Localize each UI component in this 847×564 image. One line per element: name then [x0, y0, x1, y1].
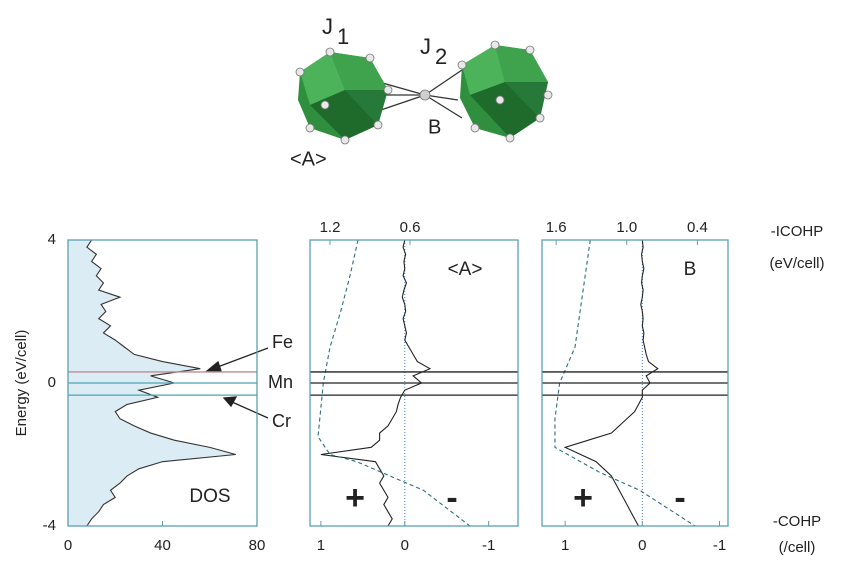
cluster-b	[460, 45, 548, 138]
panel-frame	[541, 239, 729, 527]
x-tick-label: 40	[154, 537, 171, 554]
x-tick-label: -1	[713, 537, 726, 554]
x-tick-label: 0	[638, 537, 646, 554]
panel-label: <A>	[448, 259, 483, 280]
bottom-axis-label: (/cell)	[779, 539, 816, 556]
level-label: Cr	[272, 411, 291, 431]
y-tick-label: 0	[48, 374, 56, 391]
level-label: Fe	[272, 332, 293, 352]
bottom-axis-label: -COHP	[773, 513, 821, 530]
j1-label: J	[322, 14, 333, 39]
x-tick-label: 0	[64, 537, 72, 554]
y-tick-label: -4	[43, 517, 56, 534]
panel-label: B	[684, 259, 697, 280]
x-tick-label: 80	[249, 537, 266, 554]
atoms	[295, 40, 553, 145]
top-axis-label: (eV/cell)	[769, 255, 824, 272]
j2-subscript: 2	[435, 44, 447, 69]
x2-tick-label: 1.6	[546, 219, 567, 236]
x2-tick-label: 1.0	[616, 219, 637, 236]
sign-label: -	[446, 479, 457, 517]
site-b-label: B	[428, 116, 441, 138]
top-axis-label: -ICOHP	[771, 223, 824, 240]
x-tick-label: -1	[482, 537, 495, 554]
sign-label: -	[674, 479, 685, 517]
x-tick-label: 0	[401, 537, 409, 554]
level-label: Mn	[268, 372, 293, 392]
sign-label: +	[573, 479, 593, 517]
arrows	[205, 347, 269, 419]
j2-label: J	[420, 34, 431, 59]
x-tick-label: 1	[561, 537, 569, 554]
j1-subscript: 1	[337, 24, 349, 49]
x2-tick-label: 0.4	[687, 219, 708, 236]
bonds	[371, 69, 463, 119]
x-tick-label: 1	[317, 537, 325, 554]
panel-label: DOS	[189, 486, 230, 507]
panel-frame	[309, 239, 519, 527]
x2-tick-label: 0.6	[400, 219, 421, 236]
cluster-diagram: J 1 J 2 B <A>	[290, 14, 553, 170]
y-tick-label: 4	[48, 231, 56, 248]
icohp-curve	[554, 239, 696, 527]
site-a-label: <A>	[290, 148, 327, 170]
x2-tick-label: 1.2	[320, 219, 341, 236]
sign-label: +	[345, 479, 365, 517]
y-axis-label: Energy (eV/cell)	[13, 330, 30, 437]
